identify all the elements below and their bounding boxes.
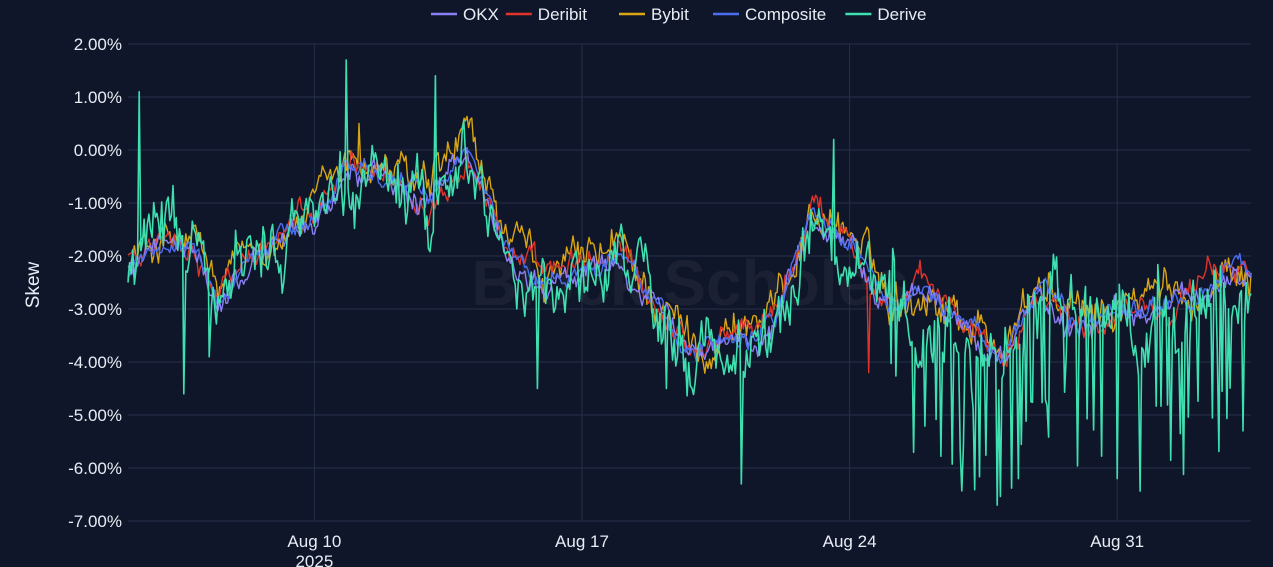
y-axis-title: Skew <box>23 261 44 308</box>
series-line-derive <box>127 59 1252 506</box>
legend-label: Bybit <box>651 5 689 24</box>
legend[interactable]: OKX Deribit Bybit Composite Derive <box>431 5 927 24</box>
x-tick-label: Aug 17 <box>555 532 609 551</box>
legend-label: Composite <box>745 5 826 24</box>
legend-label: Deribit <box>538 5 587 24</box>
y-tick-label: -2.00% <box>68 247 122 266</box>
series-line-bybit <box>127 115 1252 374</box>
y-tick-label: -7.00% <box>68 512 122 531</box>
x-tick-label: Aug 24 <box>823 532 877 551</box>
legend-item-bybit[interactable]: Bybit <box>619 5 689 24</box>
legend-item-okx[interactable]: OKX <box>431 5 499 24</box>
y-tick-label: -4.00% <box>68 353 122 372</box>
series-layer <box>127 59 1252 506</box>
y-tick-label: -1.00% <box>68 194 122 213</box>
x-tick-sublabel: 2025 <box>295 552 333 567</box>
legend-label: Derive <box>877 5 926 24</box>
legend-item-deribit[interactable]: Deribit <box>505 5 587 24</box>
x-tick-label: Aug 10 <box>287 532 341 551</box>
legend-item-composite[interactable]: Composite <box>713 5 826 24</box>
y-tick-label: 0.00% <box>74 141 122 160</box>
y-tick-label: -3.00% <box>68 300 122 319</box>
y-tick-label: -5.00% <box>68 406 122 425</box>
legend-item-derive[interactable]: Derive <box>845 5 927 24</box>
y-tick-label: -6.00% <box>68 459 122 478</box>
x-tick-label: Aug 31 <box>1090 532 1144 551</box>
y-tick-label: 1.00% <box>74 88 122 107</box>
y-tick-label: 2.00% <box>74 35 122 54</box>
legend-label: OKX <box>463 5 499 24</box>
y-tick-labels: 2.00% 1.00% 0.00% -1.00% -2.00% -3.00% -4.00% -… <box>68 35 122 531</box>
